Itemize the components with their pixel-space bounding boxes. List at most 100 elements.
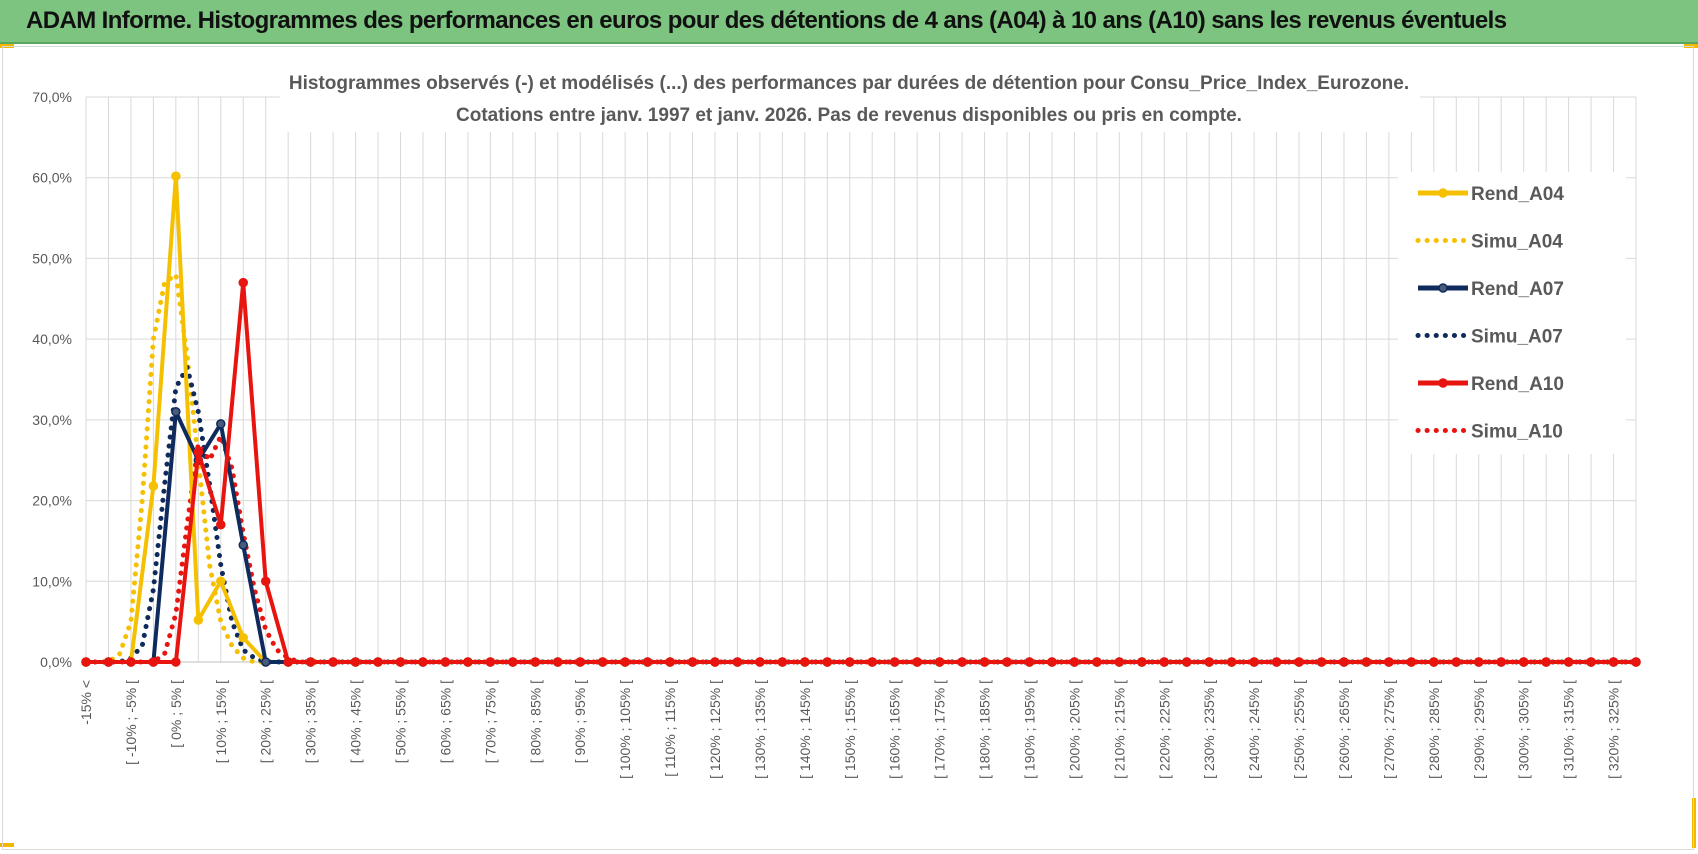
chart-frame — [2, 46, 1694, 850]
data-point-rend_a10 — [1249, 657, 1259, 667]
data-point-rend_a10 — [800, 657, 810, 667]
x-tick-label: [ 130% ; 135% [ — [752, 680, 768, 779]
data-point-rend_a07 — [216, 419, 226, 429]
x-tick-label: [ 20% ; 25% [ — [258, 680, 274, 763]
data-point-rend_a10 — [305, 657, 316, 667]
data-point-rend_a10 — [934, 657, 945, 667]
data-point-rend_a10 — [126, 657, 136, 667]
x-tick-label: [ 150% ; 155% [ — [842, 680, 858, 779]
data-point-rend_a10 — [1294, 657, 1304, 667]
data-point-rend_a10 — [530, 657, 541, 667]
data-point-rend_a10 — [350, 657, 361, 667]
x-tick-label: [ 260% ; 265% [ — [1336, 680, 1352, 779]
y-tick-label: 50,0% — [32, 250, 72, 266]
x-tick-label: [ 290% ; 295% [ — [1471, 680, 1487, 779]
x-tick-label: [ 110% ; 115% [ — [662, 680, 678, 777]
data-point-rend_a10 — [395, 657, 406, 667]
data-point-rend_a10 — [575, 657, 585, 667]
data-point-rend_a10 — [463, 657, 473, 667]
x-tick-label: [ 0% ; 5% [ — [168, 680, 184, 748]
legend-box — [1398, 172, 1626, 454]
data-point-rend_a04 — [216, 576, 226, 587]
data-point-rend_a04 — [171, 171, 181, 181]
x-tick-label: [ 310% ; 315% [ — [1561, 680, 1577, 779]
corner-mark-bottom-right — [1692, 798, 1696, 848]
chart-legend: Rend_A04 Simu_A04 Rend_A07 Simu_A07 Rend_A10… — [1398, 172, 1626, 454]
x-tick-label: [ 90% ; 95% [ — [572, 680, 588, 763]
x-tick-label: [ 270% ; 275% [ — [1381, 680, 1397, 779]
data-point-rend_a10 — [755, 657, 765, 667]
data-point-rend_a10 — [1114, 657, 1125, 667]
x-tick-label: [ 160% ; 165% [ — [887, 680, 903, 779]
data-point-rend_a10 — [822, 657, 833, 667]
data-point-rend_a10 — [1429, 657, 1439, 667]
chart-title: Histogrammes observés (-) et modélisés (… — [289, 73, 1409, 94]
x-tick-label: [ 210% ; 215% [ — [1111, 680, 1127, 779]
data-point-rend_a10 — [508, 657, 518, 667]
data-point-rend_a10 — [642, 657, 653, 667]
data-point-rend_a10 — [148, 657, 159, 667]
legend-label-rend_a04: Rend_A04 — [1471, 184, 1564, 205]
data-point-rend_a10 — [440, 657, 451, 667]
data-point-rend_a10 — [732, 657, 743, 667]
data-point-rend_a10 — [912, 657, 922, 667]
y-tick-label: 60,0% — [32, 170, 72, 186]
data-point-rend_a04 — [148, 481, 159, 491]
data-point-rend_a10 — [1092, 657, 1102, 667]
x-tick-label: [ 240% ; 245% [ — [1246, 680, 1262, 779]
data-point-rend_a10 — [1271, 657, 1282, 667]
y-tick-label: 0,0% — [40, 654, 72, 670]
data-point-rend_a10 — [1024, 657, 1035, 667]
data-point-rend_a10 — [1384, 657, 1394, 667]
data-point-rend_a10 — [193, 447, 204, 457]
series-line-rend_a10 — [86, 280, 1636, 664]
corner-mark-bottom-left — [0, 843, 14, 847]
x-tick-label: [ 10% ; 15% [ — [213, 680, 229, 763]
data-point-rend_a10 — [1361, 657, 1372, 667]
data-point-rend_a10 — [1316, 657, 1327, 667]
data-point-rend_a10 — [889, 657, 900, 667]
data-point-rend_a04 — [193, 615, 204, 625]
data-point-rend_a10 — [1451, 657, 1462, 667]
legend-marker-rend_a04 — [1438, 188, 1448, 198]
y-tick-label: 40,0% — [32, 331, 72, 347]
legend-marker-rend_a10 — [1438, 378, 1448, 388]
chart-title-group: Histogrammes observés (-) et modélisés (… — [280, 64, 1420, 132]
x-tick-label: [ 40% ; 45% [ — [348, 680, 364, 763]
chart-subtitle: Cotations entre janv. 1997 et janv. 2026… — [456, 105, 1242, 126]
data-point-rend_a10 — [1631, 657, 1641, 667]
data-point-rend_a10 — [373, 657, 383, 667]
data-point-rend_a10 — [1069, 657, 1080, 667]
y-tick-label: 10,0% — [32, 573, 72, 589]
x-tick-label: [ 120% ; 125% [ — [707, 680, 723, 779]
y-tick-label: 20,0% — [32, 493, 72, 509]
x-axis: -15% < [ -10% ; -5% [ [ 0% ; 5% [ [ 10% ; 1… — [78, 680, 1622, 779]
x-tick-label: [ 30% ; 35% [ — [303, 680, 319, 763]
x-tick-label: [ 180% ; 185% [ — [977, 680, 993, 779]
x-tick-label: [ 140% ; 145% [ — [797, 680, 813, 779]
data-point-rend_a10 — [597, 657, 608, 667]
y-tick-label: 70,0% — [32, 89, 72, 105]
data-point-rend_a10 — [1541, 657, 1551, 667]
data-point-rend_a10 — [1226, 657, 1237, 667]
chart-series — [81, 171, 1641, 667]
data-point-rend_a10 — [1586, 657, 1596, 667]
data-point-rend_a10 — [283, 657, 293, 667]
data-point-rend_a10 — [1204, 657, 1214, 667]
data-point-rend_a10 — [1563, 657, 1574, 667]
data-point-rend_a10 — [687, 657, 698, 667]
x-tick-label: [ 190% ; 195% [ — [1021, 680, 1037, 779]
data-point-rend_a10 — [81, 657, 91, 667]
data-point-rend_a10 — [238, 277, 248, 288]
data-point-rend_a10 — [1047, 657, 1057, 667]
series-line-simu_a10 — [83, 433, 1639, 665]
data-point-rend_a10 — [103, 657, 114, 667]
data-point-rend_a10 — [1002, 657, 1012, 667]
x-tick-label: -15% < — [78, 680, 94, 725]
x-tick-label: [ 50% ; 55% [ — [392, 680, 408, 763]
data-point-rend_a10 — [328, 657, 338, 667]
series-line-simu_a07 — [83, 364, 1639, 665]
data-point-rend_a10 — [867, 657, 877, 667]
x-tick-label: [ -10% ; -5% [ — [123, 680, 139, 765]
data-point-rend_a10 — [171, 657, 181, 667]
